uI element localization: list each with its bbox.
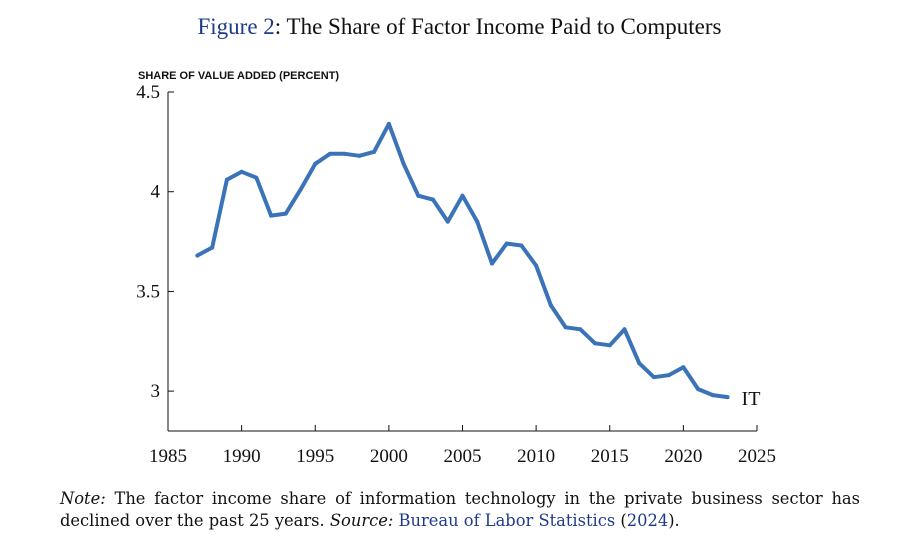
note-text: The factor income share of information t… bbox=[60, 489, 860, 530]
data-point bbox=[696, 387, 701, 392]
source-year-close: ). bbox=[668, 511, 680, 530]
data-point bbox=[445, 219, 450, 224]
data-point bbox=[224, 177, 229, 182]
x-tick-label: 2025 bbox=[738, 446, 776, 467]
data-point bbox=[607, 343, 612, 348]
figure-title: Figure 2: The Share of Factor Income Pai… bbox=[0, 14, 919, 40]
data-point bbox=[622, 327, 627, 332]
note-label: Note: bbox=[60, 489, 106, 508]
x-tick-label: 1990 bbox=[223, 446, 261, 467]
figure-title-text: : The Share of Factor Income Paid to Com… bbox=[274, 14, 722, 39]
x-tick-label: 1995 bbox=[296, 446, 334, 467]
data-point bbox=[298, 187, 303, 192]
data-point bbox=[431, 197, 436, 202]
x-tick-label: 2010 bbox=[517, 446, 555, 467]
axes bbox=[167, 92, 757, 432]
x-ticks: 1985 1990 1995 2000 2005 2010 2015 2020 2025 bbox=[149, 425, 776, 467]
data-point bbox=[475, 219, 480, 224]
figure-label[interactable]: Figure 2 bbox=[197, 14, 275, 39]
data-point bbox=[681, 365, 686, 370]
data-point bbox=[504, 241, 509, 246]
data-point bbox=[313, 161, 318, 166]
data-point bbox=[489, 261, 494, 266]
data-point bbox=[563, 325, 568, 330]
data-point bbox=[460, 193, 465, 198]
data-point bbox=[725, 395, 730, 400]
data-point bbox=[651, 375, 656, 380]
series-line-it bbox=[195, 121, 730, 400]
data-point bbox=[401, 161, 406, 166]
data-point bbox=[283, 211, 288, 216]
data-point bbox=[269, 213, 274, 218]
data-point bbox=[327, 151, 332, 156]
line-chart: SHARE OF VALUE ADDED (PERCENT) 33.544.5 … bbox=[136, 70, 776, 467]
source-year-link[interactable]: 2024 bbox=[626, 511, 669, 530]
data-point bbox=[519, 243, 524, 248]
figure-note: Note: The factor income share of informa… bbox=[60, 488, 860, 532]
x-tick-label: 2015 bbox=[591, 446, 629, 467]
data-point bbox=[666, 373, 671, 378]
y-tick-label: 3 bbox=[151, 381, 161, 402]
data-point bbox=[534, 263, 539, 268]
data-point bbox=[386, 121, 391, 126]
data-point bbox=[239, 169, 244, 174]
data-point bbox=[357, 153, 362, 158]
y-axis-label: SHARE OF VALUE ADDED (PERCENT) bbox=[138, 70, 339, 82]
series-group: IT bbox=[195, 121, 761, 410]
data-point bbox=[416, 193, 421, 198]
data-point bbox=[195, 253, 200, 258]
y-tick-label: 3.5 bbox=[136, 281, 160, 302]
data-point bbox=[372, 149, 377, 154]
y-ticks: 3 3.5 4 4.5 bbox=[136, 82, 174, 402]
y-tick-label: 4 bbox=[151, 182, 161, 203]
x-tick-label: 1985 bbox=[149, 446, 187, 467]
data-point bbox=[637, 361, 642, 366]
series-label: IT bbox=[742, 388, 761, 410]
data-point bbox=[342, 151, 347, 156]
data-point bbox=[548, 303, 553, 308]
source-label: Source: bbox=[329, 511, 394, 530]
data-point bbox=[578, 327, 583, 332]
source-year-open: ( bbox=[615, 511, 627, 530]
data-point bbox=[254, 175, 259, 180]
source-link[interactable]: Bureau of Labor Statistics bbox=[398, 511, 616, 530]
x-tick-label: 2020 bbox=[664, 446, 702, 467]
data-point bbox=[593, 341, 598, 346]
x-tick-label: 2005 bbox=[444, 446, 482, 467]
y-tick-label: 4.5 bbox=[136, 82, 160, 103]
data-point bbox=[210, 245, 215, 250]
data-point bbox=[710, 393, 715, 398]
x-tick-label: 2000 bbox=[370, 446, 408, 467]
